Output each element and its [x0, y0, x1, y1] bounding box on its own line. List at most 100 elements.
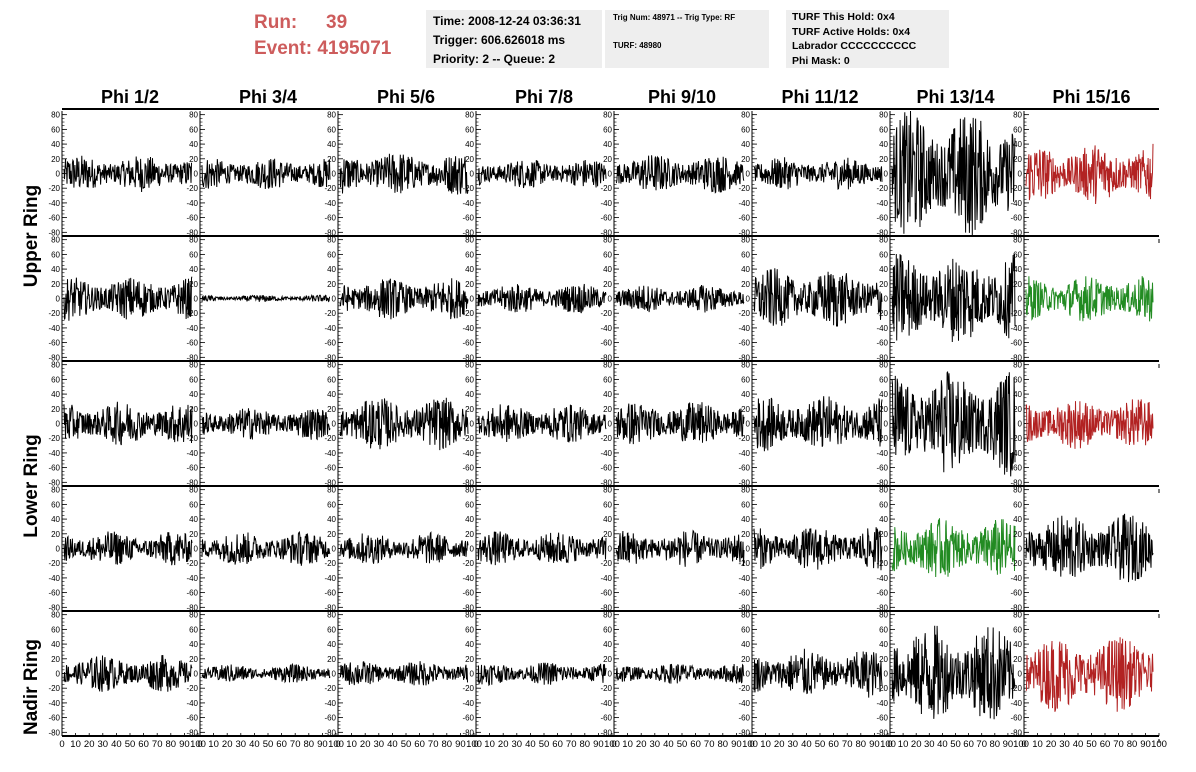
y-tick-label: -20 — [324, 434, 336, 443]
y-tick-label: -40 — [462, 574, 474, 583]
y-tick-label: -40 — [186, 449, 198, 458]
y-tick-label: -20 — [48, 684, 60, 693]
y-tick-label: 20 — [189, 530, 198, 539]
y-tick-label: 20 — [327, 280, 336, 289]
y-tick-label: -40 — [738, 324, 750, 333]
y-tick-label: 40 — [465, 390, 474, 399]
y-tick-label: -80 — [186, 228, 198, 237]
y-tick-label: -60 — [324, 214, 336, 223]
y-tick-label: 20 — [327, 155, 336, 164]
y-tick-label: -40 — [1010, 199, 1022, 208]
y-tick-label: 40 — [327, 140, 336, 149]
y-tick-label: -40 — [186, 199, 198, 208]
y-tick-label: -80 — [738, 478, 750, 487]
waveform-trace — [615, 155, 745, 194]
x-tick-label: 20 — [360, 739, 371, 750]
y-tick-label: 0 — [746, 545, 751, 554]
y-tick-label: 40 — [465, 640, 474, 649]
y-tick-label: -60 — [738, 589, 750, 598]
x-tick-label: 50 — [263, 739, 274, 750]
x-tick-label: 100 — [880, 739, 896, 750]
y-tick-label: 20 — [327, 530, 336, 539]
y-tick-label: -80 — [324, 728, 336, 737]
y-tick-label: 80 — [741, 361, 750, 370]
y-tick-label: 80 — [603, 111, 612, 120]
y-tick-label: -80 — [600, 228, 612, 237]
y-tick-label: 60 — [741, 250, 750, 259]
y-tick-label: -40 — [324, 699, 336, 708]
waveform-trace — [477, 159, 607, 189]
y-tick-label: -20 — [738, 434, 750, 443]
y-tick-label: 40 — [51, 140, 60, 149]
y-tick-label: 0 — [470, 170, 475, 179]
x-tick-label: 50 — [815, 739, 826, 750]
trigger-line: Trigger: 606.626018 ms — [433, 33, 566, 47]
x-tick-label: 10 — [484, 739, 495, 750]
y-tick-label: 20 — [465, 155, 474, 164]
x-tick-label: 60 — [828, 739, 839, 750]
y-tick-label: -80 — [876, 228, 888, 237]
y-tick-label: -60 — [324, 714, 336, 723]
y-tick-label: 20 — [1013, 655, 1022, 664]
y-tick-label: -20 — [462, 309, 474, 318]
y-tick-label: 40 — [741, 265, 750, 274]
y-tick-label: 20 — [189, 655, 198, 664]
x-tick-label: 90 — [317, 739, 328, 750]
waveform-trace — [753, 648, 883, 698]
y-tick-label: 0 — [332, 545, 337, 554]
y-tick-label: 40 — [327, 640, 336, 649]
y-tick-label: 0 — [608, 420, 613, 429]
y-tick-label: -20 — [48, 309, 60, 318]
y-tick-label: 0 — [608, 545, 613, 554]
y-tick-label: 0 — [194, 295, 199, 304]
y-tick-label: 20 — [1013, 405, 1022, 414]
run-event-block: Run: 39 Event: 4195071 — [254, 10, 391, 62]
y-tick-label: -40 — [324, 199, 336, 208]
y-tick-label: -80 — [1010, 478, 1022, 487]
y-tick-label: -60 — [600, 214, 612, 223]
waveform-trace — [201, 531, 331, 566]
waveform-trace — [1025, 637, 1154, 712]
x-tick-label: 10 — [622, 739, 633, 750]
y-tick-label: 40 — [189, 140, 198, 149]
y-tick-label: 60 — [603, 500, 612, 509]
y-tick-label: 80 — [189, 111, 198, 120]
y-tick-label: 60 — [465, 250, 474, 259]
y-tick-label: -40 — [600, 449, 612, 458]
labrador-line: Labrador CCCCCCCCCC — [792, 40, 917, 52]
y-tick-label: 0 — [884, 420, 889, 429]
x-tick-label: 100 — [1151, 739, 1167, 750]
y-tick-label: 20 — [1013, 530, 1022, 539]
x-tick-label: 90 — [731, 739, 742, 750]
y-tick-label: 80 — [879, 486, 888, 495]
waveform-trace — [891, 625, 1016, 720]
waveform-trace — [753, 527, 883, 571]
x-tick-label: 60 — [552, 739, 563, 750]
x-tick-label: 80 — [304, 739, 315, 750]
y-tick-label: -80 — [48, 478, 60, 487]
y-tick-label: -20 — [876, 434, 888, 443]
x-tick-label: 90 — [593, 739, 604, 750]
y-tick-label: -80 — [876, 603, 888, 612]
y-tick-label: 0 — [1018, 670, 1023, 679]
y-tick-label: 40 — [879, 140, 888, 149]
y-tick-label: 0 — [746, 420, 751, 429]
y-tick-label: -80 — [324, 603, 336, 612]
y-tick-label: 80 — [603, 236, 612, 245]
y-tick-label: 80 — [327, 111, 336, 120]
y-tick-label: 20 — [189, 155, 198, 164]
y-tick-label: 20 — [879, 280, 888, 289]
y-tick-label: -60 — [462, 714, 474, 723]
y-tick-label: 60 — [879, 125, 888, 134]
y-tick-label: 60 — [741, 125, 750, 134]
waveform-trace — [891, 518, 1016, 578]
y-tick-label: -80 — [462, 728, 474, 737]
waveform-trace — [477, 531, 607, 566]
x-tick-label: 10 — [760, 739, 771, 750]
y-tick-label: -20 — [324, 309, 336, 318]
waveform-trace — [891, 110, 1016, 236]
y-tick-label: -80 — [738, 228, 750, 237]
y-tick-label: 0 — [746, 170, 751, 179]
y-tick-label: 60 — [741, 500, 750, 509]
y-tick-label: 80 — [879, 111, 888, 120]
